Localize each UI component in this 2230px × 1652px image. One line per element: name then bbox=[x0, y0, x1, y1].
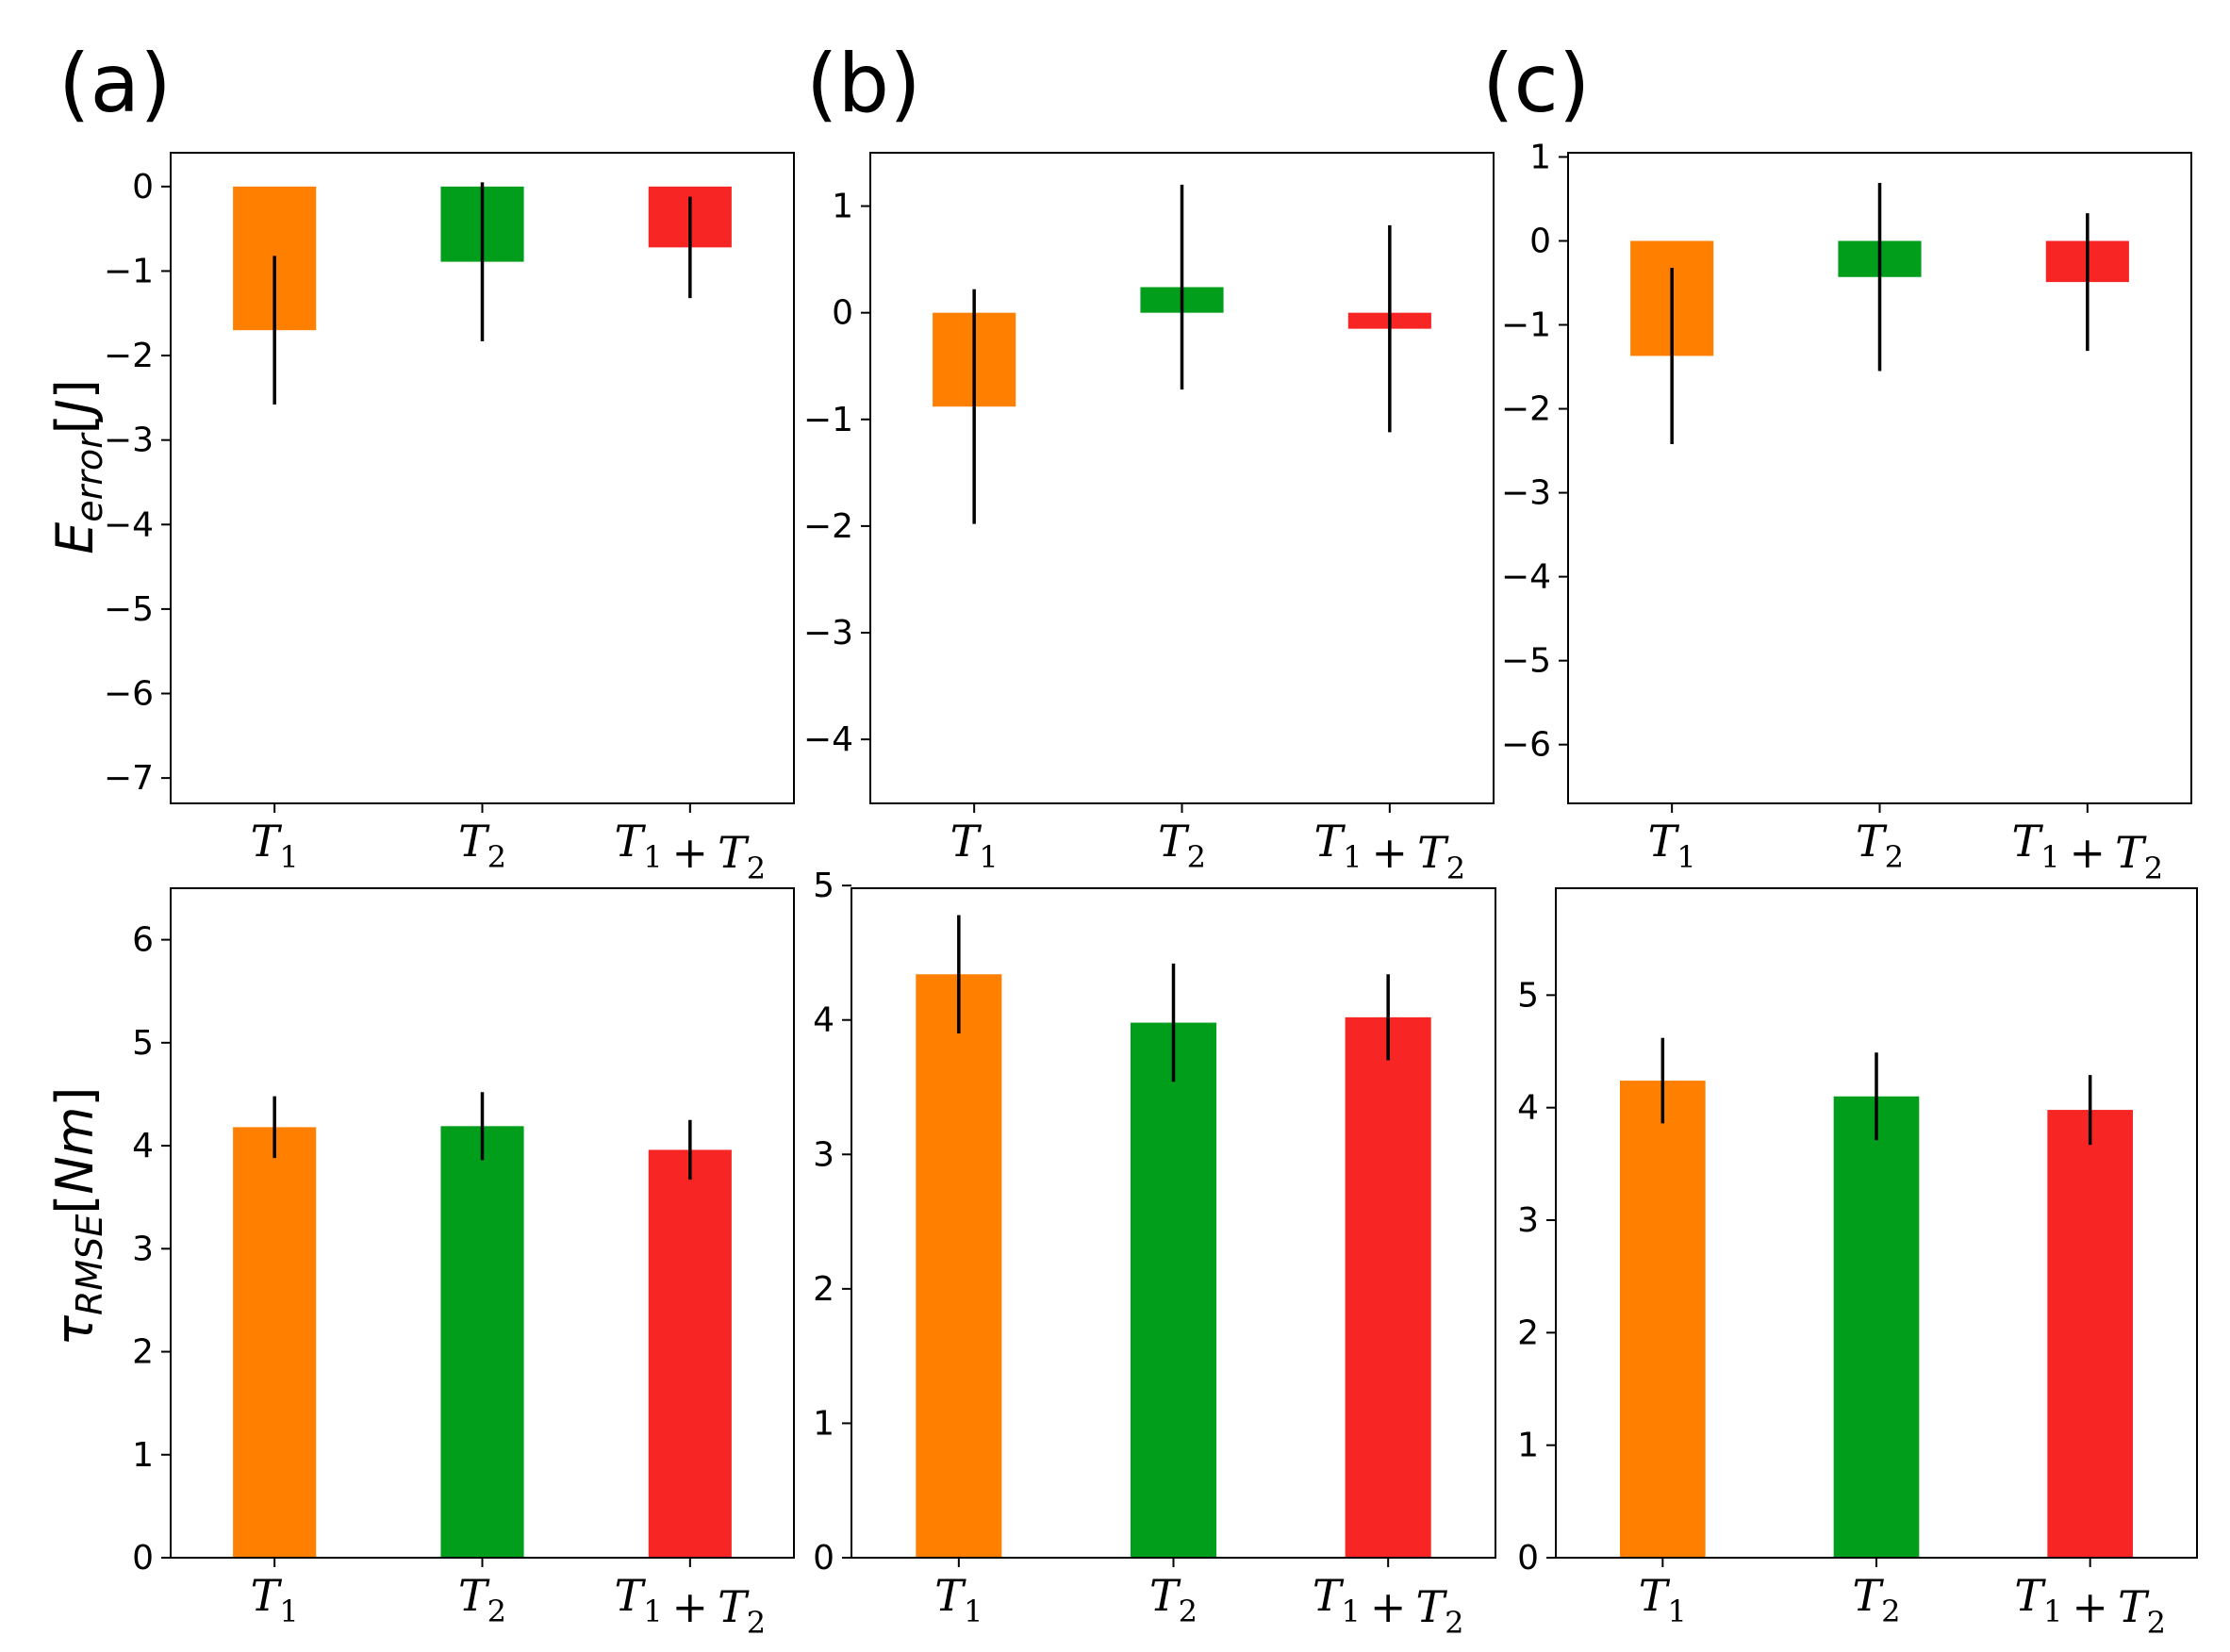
y-tick-label-b-energy-3: −1 bbox=[803, 401, 853, 439]
y-tick-label-b-torque-5: 5 bbox=[813, 867, 834, 905]
y-tick-label-a-torque-2: 2 bbox=[132, 1333, 154, 1372]
bar-c-torque-2 bbox=[2047, 1110, 2133, 1558]
y-tick-label-b-torque-3: 3 bbox=[813, 1135, 834, 1174]
chart-c-energy: −6 −5 −4 −3 −2 −1 0 1 T1 T2 T1 + T2 bbox=[1501, 138, 2192, 886]
chart-c-torque: 0 1 2 3 4 5 T1 T2 T1 + T2 bbox=[1517, 887, 2198, 1641]
y-tick-label-c-energy-5: −1 bbox=[1501, 306, 1551, 345]
bar-a-torque-2 bbox=[648, 1149, 732, 1558]
panel-label-c: (c) bbox=[1482, 37, 1590, 131]
y-tick-label-a-energy-2: −5 bbox=[104, 590, 154, 629]
x-tick-label-c-energy-2: T1 + T2 bbox=[2012, 816, 2164, 886]
x-tick-label-a-torque-1: T2 bbox=[458, 1570, 506, 1629]
y-tick-label-b-energy-4: 0 bbox=[832, 294, 853, 333]
svg-text:Eerror[J]: Eerror[J] bbox=[45, 379, 110, 554]
chart-a-torque: 0 1 2 3 4 5 6 T1 T2 T1 + T2 bbox=[132, 887, 795, 1641]
x-tick-label-c-energy-1: T2 bbox=[1856, 816, 1904, 875]
x-tick-label-c-energy-0: T1 bbox=[1648, 816, 1696, 875]
y-tick-label-c-energy-0: −6 bbox=[1501, 726, 1551, 765]
x-tick-label-a-energy-2: T1 + T2 bbox=[615, 816, 767, 886]
y-axis-label-torque: τRMSE[Nm] bbox=[45, 1087, 110, 1346]
x-tick-label-a-torque-0: T1 bbox=[251, 1570, 299, 1629]
x-tick-label-b-torque-1: T2 bbox=[1149, 1570, 1198, 1629]
y-axis-label-energy: Eerror[J] bbox=[45, 379, 110, 554]
y-tick-label-c-torque-3: 3 bbox=[1517, 1201, 1539, 1240]
y-tick-label-b-torque-2: 2 bbox=[813, 1270, 834, 1309]
y-tick-label-a-energy-6: −1 bbox=[104, 252, 154, 290]
y-tick-label-a-torque-6: 6 bbox=[132, 921, 154, 960]
y-tick-label-c-torque-0: 0 bbox=[1517, 1539, 1539, 1578]
y-tick-label-a-torque-4: 4 bbox=[132, 1127, 154, 1165]
y-tick-label-a-torque-5: 5 bbox=[132, 1024, 154, 1063]
y-tick-label-c-energy-3: −3 bbox=[1501, 474, 1551, 513]
y-tick-label-b-torque-0: 0 bbox=[813, 1539, 834, 1578]
bar-a-torque-1 bbox=[440, 1126, 524, 1558]
y-tick-label-a-energy-7: 0 bbox=[132, 168, 154, 206]
x-tick-label-b-torque-2: T1 + T2 bbox=[1313, 1570, 1464, 1641]
y-tick-label-a-energy-4: −3 bbox=[104, 421, 154, 460]
y-tick-label-c-energy-2: −4 bbox=[1501, 558, 1551, 597]
y-tick-label-a-energy-5: −2 bbox=[104, 337, 154, 375]
x-tick-label-b-torque-0: T1 bbox=[934, 1570, 983, 1629]
y-tick-label-a-energy-3: −4 bbox=[104, 505, 154, 544]
bar-a-torque-0 bbox=[233, 1127, 317, 1558]
x-tick-label-b-energy-2: T1 + T2 bbox=[1314, 816, 1466, 886]
panel-label-a: (a) bbox=[58, 37, 172, 131]
chart-b-energy: −4 −3 −2 −1 0 1 T1 T2 T1 + T2 bbox=[803, 152, 1495, 886]
y-tick-label-b-torque-1: 1 bbox=[813, 1404, 834, 1443]
y-tick-label-a-torque-1: 1 bbox=[132, 1436, 154, 1475]
charts: −7 −6 −5 −4 −3 −2 −1 0 T1 T2 T1 + T2 −4 −3 −2 −1 0 1 T1 T2 T1… bbox=[104, 138, 2198, 1641]
y-tick-label-c-torque-5: 5 bbox=[1517, 976, 1539, 1015]
y-tick-label-a-energy-0: −7 bbox=[104, 759, 154, 798]
bar-b-torque-2 bbox=[1345, 1016, 1431, 1558]
y-tick-label-c-torque-4: 4 bbox=[1517, 1089, 1539, 1128]
x-tick-label-b-energy-0: T1 bbox=[950, 816, 999, 875]
x-tick-label-a-energy-1: T2 bbox=[458, 816, 506, 875]
panel-label-b: (b) bbox=[806, 37, 921, 131]
bar-b-torque-0 bbox=[916, 974, 1002, 1558]
y-tick-label-a-torque-3: 3 bbox=[132, 1230, 154, 1268]
bar-c-torque-0 bbox=[1620, 1081, 1706, 1558]
svg-text:τRMSE[Nm]: τRMSE[Nm] bbox=[45, 1087, 110, 1346]
x-tick-label-a-energy-0: T1 bbox=[251, 816, 299, 875]
y-tick-label-c-energy-7: 1 bbox=[1529, 138, 1551, 176]
y-tick-label-b-energy-2: −2 bbox=[803, 507, 853, 546]
y-tick-label-c-energy-4: −2 bbox=[1501, 390, 1551, 429]
bar-c-torque-1 bbox=[1833, 1096, 1920, 1558]
y-tick-label-c-torque-1: 1 bbox=[1517, 1427, 1539, 1465]
y-tick-label-b-torque-4: 4 bbox=[813, 1001, 834, 1040]
chart-a-energy: −7 −6 −5 −4 −3 −2 −1 0 T1 T2 T1 + T2 bbox=[104, 152, 795, 886]
y-tick-label-c-energy-1: −5 bbox=[1501, 642, 1551, 681]
x-tick-label-b-energy-1: T2 bbox=[1158, 816, 1206, 875]
x-tick-label-a-torque-2: T1 + T2 bbox=[615, 1570, 767, 1641]
y-tick-label-a-energy-1: −6 bbox=[104, 675, 154, 714]
y-tick-label-b-energy-0: −4 bbox=[803, 720, 853, 759]
y-tick-label-b-energy-5: 1 bbox=[832, 188, 853, 226]
bar-b-torque-1 bbox=[1130, 1022, 1217, 1558]
y-tick-label-c-energy-6: 0 bbox=[1529, 222, 1551, 260]
chart-b-torque: 0 1 2 3 4 5 T1 T2 T1 + T2 bbox=[813, 867, 1496, 1641]
y-tick-label-a-torque-0: 0 bbox=[132, 1539, 154, 1578]
x-tick-label-c-torque-0: T1 bbox=[1639, 1570, 1687, 1629]
y-tick-label-b-energy-1: −3 bbox=[803, 614, 853, 653]
x-tick-label-c-torque-2: T1 + T2 bbox=[2014, 1570, 2166, 1641]
y-tick-label-c-torque-2: 2 bbox=[1517, 1313, 1539, 1352]
x-tick-label-c-torque-1: T2 bbox=[1852, 1570, 1900, 1629]
